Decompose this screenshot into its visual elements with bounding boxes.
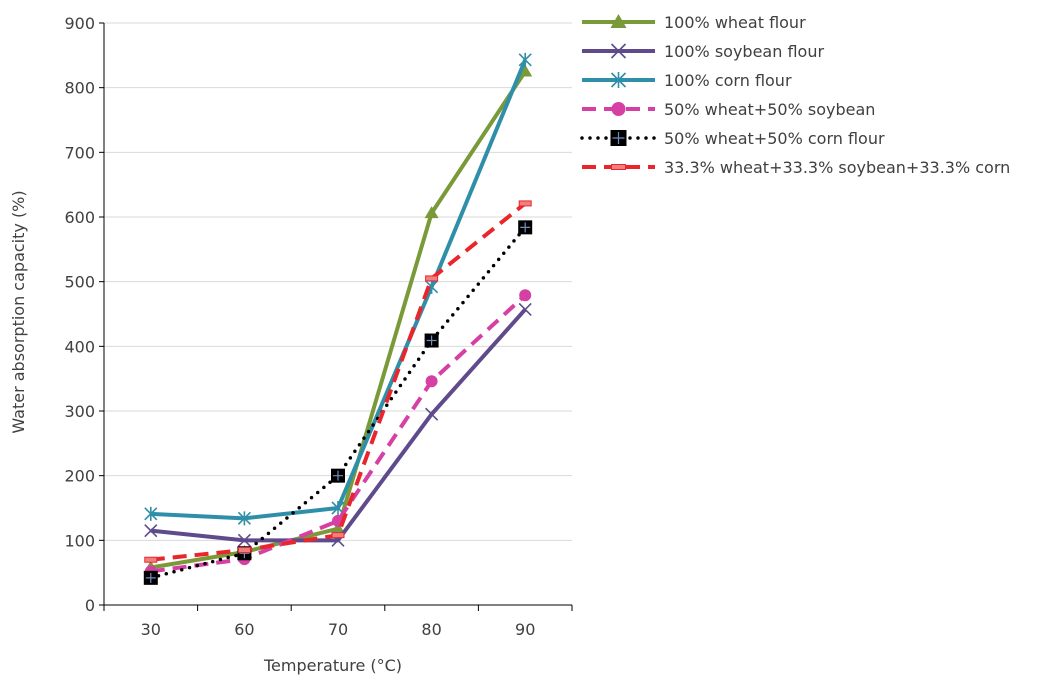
y-tick-label: 600 — [64, 208, 95, 227]
y-axis-title: Water absorption capacity (%) — [9, 190, 28, 433]
y-tick-label: 700 — [64, 143, 95, 162]
legend-item: 33.3% wheat+33.3% soybean+33.3% corn — [582, 158, 1010, 177]
x-tick-label: 30 — [141, 620, 161, 639]
legend-label: 50% wheat+50% corn flour — [664, 129, 885, 148]
y-tick-label: 100 — [64, 531, 95, 550]
series-line — [150, 293, 527, 574]
legend-label: 100% soybean flour — [664, 42, 824, 61]
x-marker — [237, 533, 251, 547]
series-line — [150, 70, 527, 570]
dash-marker — [144, 556, 158, 563]
legend-item: 100% corn flour — [582, 71, 792, 90]
y-tick-label: 300 — [64, 402, 95, 421]
series-100-wheat-flour — [143, 64, 533, 573]
y-tick-label: 200 — [64, 467, 95, 486]
series-33-3-wheat-33-3-soybean-33-3-corn — [144, 200, 532, 563]
legend: 100% wheat flour 100% soybean flour 100% c… — [580, 13, 1010, 177]
y-tick-label: 0 — [85, 596, 95, 615]
x-tick-label: 60 — [234, 620, 254, 639]
square-marker-cross — [612, 132, 625, 144]
star-marker — [610, 72, 627, 88]
gridlines — [104, 22, 572, 541]
dash-marker — [518, 200, 532, 207]
square-marker-cross — [520, 222, 531, 233]
star-marker — [237, 511, 251, 526]
series-line — [149, 225, 527, 580]
dash-marker — [425, 275, 439, 282]
star-marker — [144, 506, 158, 521]
axes: 0 100 200 300 400 500 600 700 800 900 30 60 70 80 90 — [64, 14, 573, 639]
triangle-marker — [331, 521, 345, 534]
legend-item: 50% wheat+50% corn flour — [580, 129, 885, 148]
y-tick-label: 800 — [64, 79, 95, 98]
square-marker-cross — [333, 470, 343, 481]
legend-item: 50% wheat+50% soybean — [582, 100, 875, 119]
legend-label: 100% corn flour — [664, 71, 792, 90]
square-marker-cross — [426, 335, 437, 346]
circle-marker — [425, 375, 438, 388]
triangle-marker — [424, 206, 439, 219]
y-tick-label: 500 — [64, 273, 95, 292]
x-marker — [610, 43, 627, 59]
circle-marker — [611, 102, 626, 116]
legend-label: 50% wheat+50% soybean — [664, 100, 875, 119]
triangle-marker — [610, 14, 627, 28]
x-marker — [144, 524, 158, 538]
x-marker — [425, 407, 439, 421]
star-marker — [518, 52, 532, 67]
x-marker — [518, 302, 532, 317]
series-100-corn-flour — [144, 52, 532, 526]
y-tick-label: 400 — [64, 337, 95, 356]
dash-marker — [331, 532, 345, 539]
legend-item: 100% wheat flour — [582, 13, 806, 32]
x-tick-label: 90 — [515, 620, 535, 639]
legend-item: 100% soybean flour — [582, 42, 824, 61]
dash-marker — [611, 164, 626, 170]
series-group — [143, 52, 533, 585]
square-marker-cross — [145, 572, 156, 583]
circle-marker — [519, 289, 532, 302]
x-tick-label: 80 — [421, 620, 441, 639]
legend-label: 100% wheat flour — [664, 13, 806, 32]
y-tick-label: 900 — [64, 14, 95, 33]
legend-label: 33.3% wheat+33.3% soybean+33.3% corn — [664, 158, 1010, 177]
x-tick-label: 70 — [328, 620, 348, 639]
dash-marker — [237, 547, 251, 554]
x-axis-title: Temperature (°C) — [263, 656, 402, 675]
series-line — [150, 59, 528, 521]
